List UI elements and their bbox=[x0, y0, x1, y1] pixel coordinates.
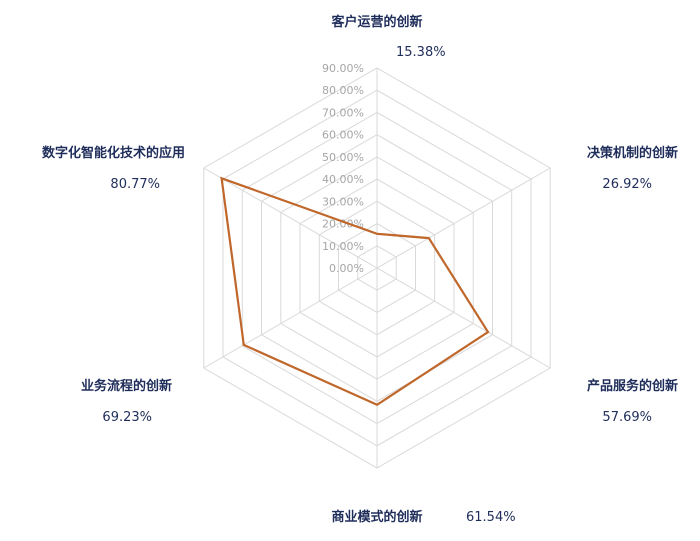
axis-spoke bbox=[203, 267, 378, 369]
axis-category-label: 客户运营的创新 bbox=[331, 14, 422, 30]
data-value-label: 61.54% bbox=[466, 510, 516, 525]
axis-labels: 客户运营的创新 15.38% 决策机制的创新 26.92% 产品服务的创新 57.69% 商… bbox=[42, 14, 678, 525]
data-value-label: 26.92% bbox=[602, 177, 652, 192]
series-layer bbox=[220, 176, 490, 407]
tick-label: 50.00% bbox=[322, 151, 364, 164]
tick-label: 20.00% bbox=[322, 218, 364, 231]
tick-labels: 0.00% 10.00% 20.00% 30.00% 40.00% 50.00% 60.00… bbox=[322, 62, 364, 275]
data-value-label: 15.38% bbox=[396, 45, 446, 60]
series-line bbox=[220, 176, 490, 407]
axis-category-label: 决策机制的创新 bbox=[587, 145, 678, 161]
tick-label: 60.00% bbox=[322, 129, 364, 142]
axis-spoke bbox=[376, 267, 551, 369]
axis-spoke bbox=[376, 167, 551, 269]
tick-label: 90.00% bbox=[322, 62, 364, 75]
axis-category-label: 商业模式的创新 bbox=[331, 509, 422, 525]
tick-label: 0.00% bbox=[329, 262, 364, 275]
tick-label: 80.00% bbox=[322, 84, 364, 97]
axis-category-label: 业务流程的创新 bbox=[81, 378, 172, 394]
tick-label: 30.00% bbox=[322, 195, 364, 208]
tick-label: 70.00% bbox=[322, 106, 364, 119]
data-value-label: 57.69% bbox=[602, 410, 652, 425]
data-value-label: 69.23% bbox=[102, 410, 152, 425]
axis-spoke bbox=[203, 167, 378, 269]
tick-label: 10.00% bbox=[322, 240, 364, 253]
axis-category-label: 产品服务的创新 bbox=[587, 378, 678, 394]
data-value-label: 80.77% bbox=[110, 177, 160, 192]
axis-category-label: 数字化智能化技术的应用 bbox=[42, 145, 185, 161]
grid-layer bbox=[203, 67, 551, 469]
tick-label: 40.00% bbox=[322, 173, 364, 186]
